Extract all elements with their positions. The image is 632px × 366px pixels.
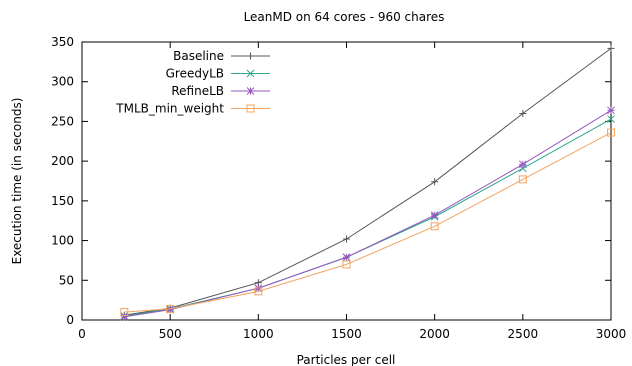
series-line	[124, 118, 612, 317]
y-tick-label: 250	[51, 114, 74, 128]
plot-frame	[81, 41, 612, 321]
data-point	[607, 128, 615, 137]
y-axis: 0 50 100 150 200 250 300 350	[51, 35, 611, 327]
data-point	[607, 115, 615, 123]
y-tick-label: 200	[51, 154, 74, 168]
y-tick-label: 300	[51, 75, 74, 89]
x-tick-label: 500	[159, 327, 182, 341]
series-refinelb	[120, 106, 615, 321]
legend-item: GreedyLB	[166, 67, 270, 81]
series-line	[124, 109, 612, 318]
legend-marker	[247, 52, 254, 60]
x-axis: 0 500 1000 1500 2000 2500 3000	[78, 42, 626, 341]
x-tick-label: 1000	[243, 327, 274, 341]
y-axis-title: Execution time (in seconds)	[10, 98, 24, 265]
data-point	[430, 222, 439, 231]
legend-marker	[246, 104, 255, 113]
y-tick-label: 50	[59, 273, 74, 287]
data-point	[431, 178, 439, 186]
x-tick-label: 2000	[419, 327, 450, 341]
data-point	[166, 305, 175, 314]
x-axis-title: Particles per cell	[297, 353, 396, 366]
data-point	[519, 109, 527, 117]
legend-item: TMLB_min_weight	[115, 102, 270, 116]
legend-item: Baseline	[173, 49, 270, 63]
x-tick-label: 0	[78, 327, 86, 341]
legend-label: Baseline	[173, 49, 224, 63]
x-tick-label: 1500	[331, 327, 362, 341]
y-tick-label: 100	[51, 234, 74, 248]
legend-label: RefineLB	[171, 84, 224, 98]
data-point	[430, 211, 439, 220]
data-point	[120, 312, 129, 321]
series-tmlb-min-weight	[120, 128, 615, 317]
legend-label: GreedyLB	[166, 67, 224, 81]
x-tick-label: 2500	[508, 327, 539, 341]
legend: Baseline GreedyLB RefineLB TMLB_min_weight	[115, 49, 270, 116]
data-point	[342, 260, 351, 269]
series-line	[124, 132, 612, 313]
data-point	[343, 235, 350, 243]
data-point	[607, 44, 615, 52]
data-point	[166, 304, 175, 313]
legend-marker	[246, 69, 255, 78]
y-tick-label: 150	[51, 194, 74, 208]
legend-label: TMLB_min_weight	[115, 102, 224, 116]
data-point	[518, 160, 527, 169]
chart-title: LeanMD on 64 cores - 960 chares	[244, 10, 445, 24]
legend-item: RefineLB	[171, 84, 270, 98]
data-point	[342, 253, 351, 262]
legend-marker	[246, 87, 255, 95]
data-point	[607, 106, 615, 115]
y-tick-label: 350	[51, 35, 74, 49]
data-point	[254, 287, 263, 296]
y-tick-label: 0	[66, 313, 74, 327]
x-tick-label: 3000	[596, 327, 627, 341]
series-greedylb	[120, 115, 615, 320]
data-point	[120, 308, 129, 317]
data-point	[518, 175, 527, 184]
series-layer	[120, 44, 615, 321]
